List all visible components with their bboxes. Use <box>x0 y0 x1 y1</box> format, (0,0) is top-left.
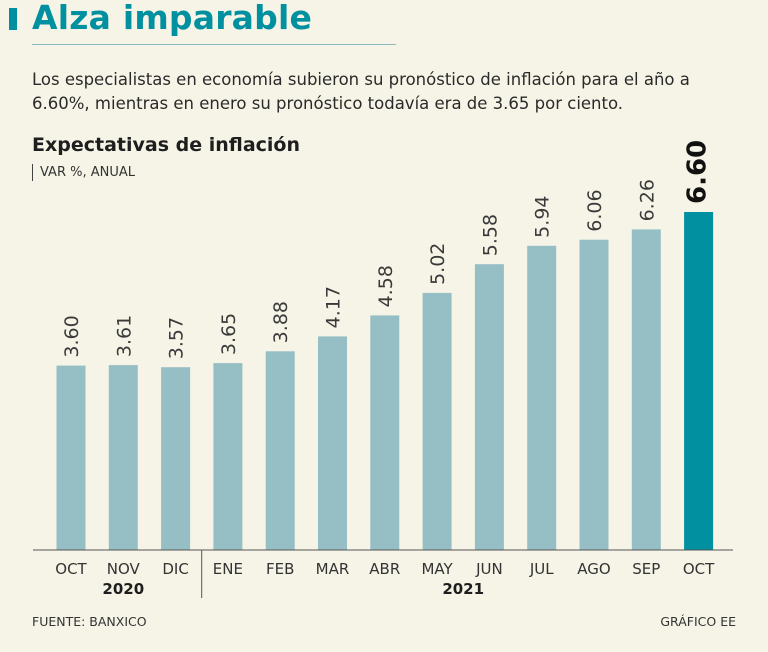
bar-value-label: 3.88 <box>270 301 292 343</box>
bar-value-label: 5.58 <box>479 214 501 256</box>
bar <box>527 245 557 551</box>
source-note: FUENTE: BANXICO <box>32 614 147 629</box>
graphic-credit: GRÁFICO EE <box>660 614 736 629</box>
x-tick-label: JUN <box>475 560 503 578</box>
x-tick-label: ENE <box>213 560 243 578</box>
bar <box>370 315 400 550</box>
bar <box>631 229 661 550</box>
x-tick-label: DIC <box>162 560 188 578</box>
bar-highlight <box>684 212 714 550</box>
year-group-label: 2020 <box>102 580 144 598</box>
bar-value-label: 3.57 <box>166 317 188 359</box>
x-tick-label: OCT <box>683 560 715 578</box>
x-tick-label: NOV <box>107 560 141 578</box>
bar <box>265 351 295 550</box>
x-tick-label: FEB <box>266 560 294 578</box>
x-tick-label: ABR <box>369 560 400 578</box>
bar-value-label: 5.02 <box>427 243 449 285</box>
bar-value-label: 3.65 <box>218 313 240 355</box>
bar-value-label: 3.60 <box>61 315 83 357</box>
x-tick-label: JUL <box>529 560 554 578</box>
bar <box>474 264 504 550</box>
bar-value-label: 6.06 <box>584 189 606 231</box>
x-tick-label: AGO <box>577 560 610 578</box>
bar <box>161 367 191 550</box>
chart-title: Expectativas de inflación <box>32 134 301 156</box>
page-title: Alza imparable <box>32 0 313 37</box>
bar <box>422 292 452 550</box>
page-subtitle: Los especialistas en economía subieron s… <box>32 70 690 113</box>
y-axis-label: VAR %, ANUAL <box>32 164 135 181</box>
bar <box>579 239 609 550</box>
x-tick-label: SEP <box>632 560 660 578</box>
title-divider <box>32 44 396 45</box>
x-tick-label: OCT <box>55 560 87 578</box>
bar <box>56 365 86 550</box>
title-accent-bar <box>9 8 17 30</box>
x-tick-label: MAY <box>421 560 453 578</box>
bar-value-label: 4.58 <box>375 265 397 307</box>
year-group-label: 2021 <box>442 580 484 598</box>
bar <box>213 363 243 550</box>
bar-value-label: 5.94 <box>532 195 554 237</box>
bar-value-label: 3.61 <box>113 315 135 357</box>
bar-value-label: 6.60 <box>683 140 713 204</box>
bar <box>318 336 347 550</box>
bar <box>108 365 138 550</box>
bar-value-label: 4.17 <box>323 286 345 328</box>
bar-value-label: 6.26 <box>636 179 658 221</box>
x-tick-label: MAR <box>316 560 350 578</box>
